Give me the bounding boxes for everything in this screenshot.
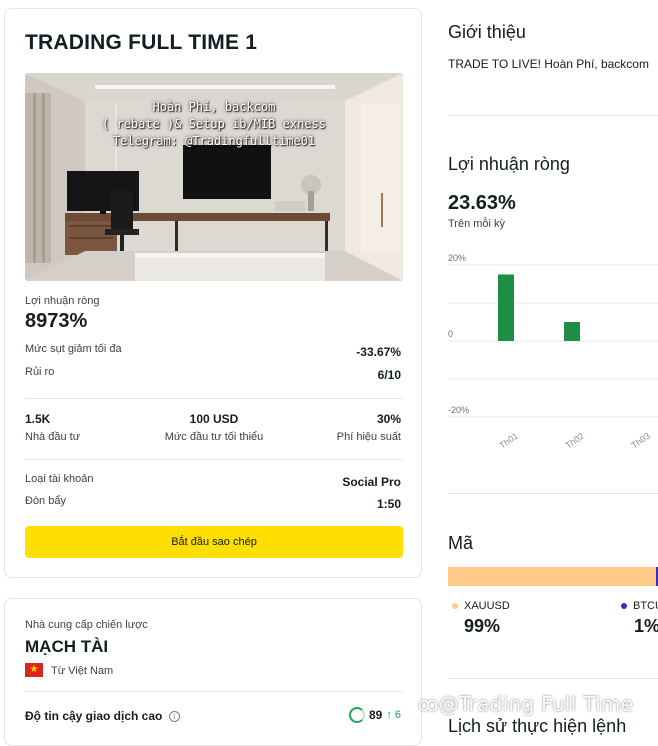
intro-text: TRADE TO LIVE! Hoàn Phí, backcom — [448, 57, 649, 71]
symbol-legend-xauusd: XAUUSD — [452, 600, 510, 612]
leverage-label: Đòn bẩy — [25, 495, 66, 507]
strategy-title: TRADING FULL TIME 1 — [25, 31, 258, 54]
min-invest-label: Mức đầu tư tối thiểu — [164, 431, 264, 443]
profit-title: Lợi nhuận ròng — [448, 154, 570, 174]
intro-title: Giới thiệu — [448, 22, 526, 42]
vietnam-flag-icon: ★ — [25, 663, 43, 677]
right-column: Giới thiệu TRADE TO LIVE! Hoàn Phí, back… — [448, 0, 658, 746]
investors-value: 1.5K — [25, 412, 51, 426]
divider — [25, 691, 403, 692]
chart-y-tick-label: 20% — [448, 253, 466, 263]
watermark-text: @Trading Full Time — [438, 692, 634, 716]
symbol-legend-btcusd: BTCUSD — [621, 600, 658, 612]
investors-label: Nhà đầu tư — [25, 431, 81, 443]
chart-x-tick-label: Th01 — [497, 431, 520, 451]
divider — [448, 678, 658, 679]
chart-y-tick-label: -20% — [448, 405, 469, 415]
net-profit-label: Lợi nhuận ròng — [25, 295, 100, 307]
symbols-title: Mã — [448, 533, 474, 553]
legend-dot-icon — [621, 603, 627, 609]
legend-dot-icon — [452, 603, 458, 609]
profit-chart: 20% 0 -20% Th01 Th02 Th03 — [448, 253, 658, 451]
chart-x-tick-label: Th02 — [563, 431, 586, 451]
room-illustration — [25, 73, 403, 281]
banner-caption: Hoàn Phí, backcom ( rebate )& Setup ib/M… — [25, 99, 403, 150]
risk-label: Rủi ro — [25, 366, 55, 378]
trust-score: 89 ↑ 6 — [348, 707, 401, 723]
account-type-value: Social Pro — [342, 475, 401, 489]
history-title: Lịch sử thực hiện lệnh — [448, 716, 627, 736]
info-icon[interactable]: i — [168, 711, 180, 723]
symbols-distribution-bar — [448, 567, 658, 586]
watermark: ꝏ@Trading Full Time — [418, 692, 633, 716]
leverage-value: 1:50 — [376, 497, 401, 511]
divider — [25, 398, 403, 399]
trust-label: Độ tin cậy giao dịch cao — [25, 709, 163, 723]
watermark-logo-icon: ꝏ — [418, 692, 439, 716]
symbol-name: XAUUSD — [464, 600, 510, 612]
chart-bar — [498, 274, 514, 341]
profit-value: 23.63% — [448, 192, 516, 214]
strategy-card: TRADING FULL TIME 1 — [4, 8, 422, 578]
max-drawdown-label: Mức sụt giảm tối đa — [25, 343, 122, 355]
divider — [448, 115, 658, 116]
trust-label-row: Độ tin cậy giao dịch cao i — [25, 709, 180, 723]
chart-x-tick-label: Th03 — [629, 431, 652, 451]
trust-score-value: 89 — [368, 708, 383, 722]
trust-ring-icon — [348, 707, 365, 723]
provider-card: Nhà cung cấp chiến lược MẠCH TÀI ★ Từ Vi… — [4, 598, 422, 746]
chart-bar — [564, 322, 580, 341]
chart-y-tick-label: 0 — [448, 329, 453, 339]
profit-subtitle: Trên mỗi kỳ — [448, 218, 506, 230]
symbol-segment-xauusd — [448, 567, 656, 586]
trust-change: ↑ 6 — [386, 709, 401, 721]
provider-country: Từ Việt Nam — [51, 665, 114, 677]
min-invest-value: 100 USD — [189, 412, 239, 426]
strategy-banner-image: Hoàn Phí, backcom ( rebate )& Setup ib/M… — [25, 73, 403, 281]
risk-value: 6/10 — [377, 368, 401, 382]
provider-name[interactable]: MẠCH TÀI — [25, 637, 109, 656]
symbol-pct: 1% — [634, 616, 658, 636]
max-drawdown-value: -33.67% — [356, 345, 401, 359]
account-type-label: Loại tài khoản — [25, 473, 94, 485]
banner-line-3: Telegram: @Tradingfulltime01 — [112, 134, 316, 148]
perf-fee-value: 30% — [376, 412, 401, 426]
banner-line-2: ( rebate )& Setup ib/MIB exness — [102, 117, 326, 131]
provider-section-label: Nhà cung cấp chiến lược — [25, 619, 148, 631]
symbol-name: BTCUSD — [633, 600, 658, 612]
divider — [448, 493, 658, 494]
banner-line-1: Hoàn Phí, backcom — [152, 100, 276, 114]
net-profit-value: 8973% — [25, 310, 88, 332]
divider — [25, 459, 403, 460]
start-copy-button[interactable]: Bắt đầu sao chép — [25, 526, 403, 558]
perf-fee-label: Phí hiệu suất — [336, 431, 401, 443]
symbol-segment-btcusd — [655, 567, 658, 586]
symbol-pct: 99% — [464, 616, 501, 636]
